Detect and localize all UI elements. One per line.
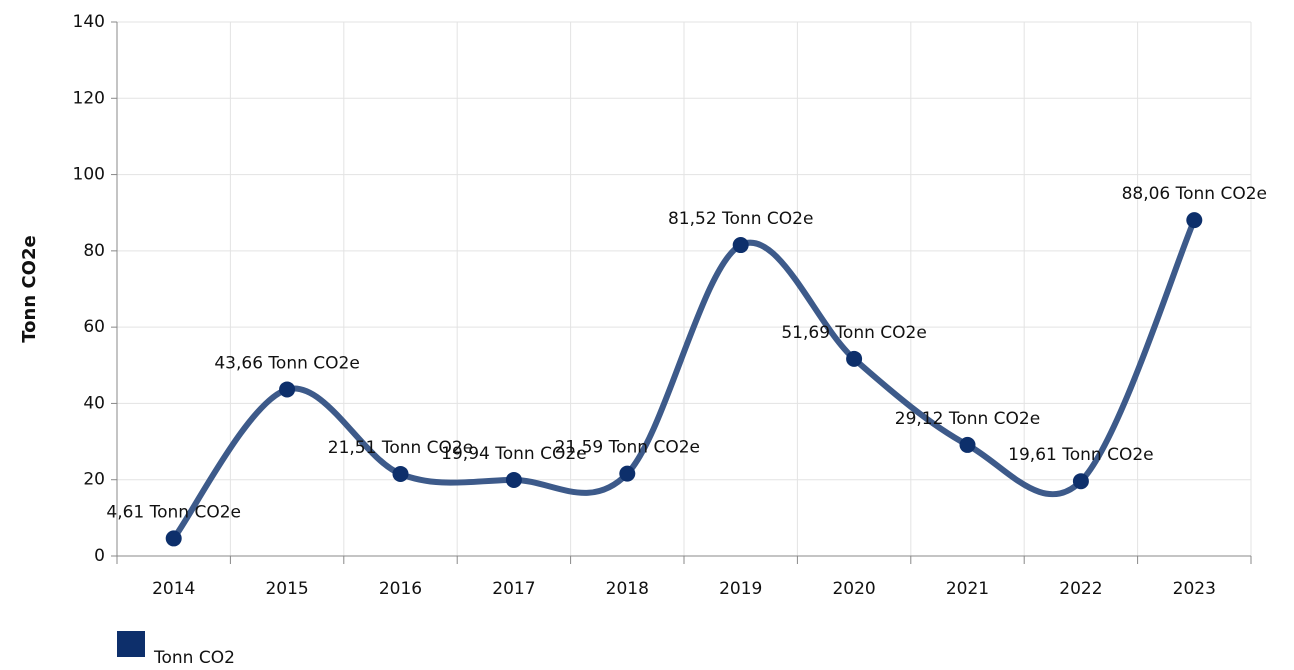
data-label: 19,94 Tonn CO2e (441, 444, 586, 464)
data-point (732, 237, 749, 254)
x-tick-label: 2021 (946, 579, 989, 599)
data-point (165, 530, 182, 547)
data-point (392, 465, 409, 482)
x-tick-label: 2015 (265, 579, 308, 599)
legend-swatch (117, 631, 145, 657)
data-label: 4,61 Tonn CO2e (106, 502, 241, 522)
x-tick-label: 2016 (379, 579, 422, 599)
x-tick-label: 2022 (1059, 579, 1102, 599)
x-tick-label: 2020 (832, 579, 875, 599)
data-point (1072, 473, 1089, 490)
y-tick-label: 0 (94, 546, 105, 566)
data-label: 51,69 Tonn CO2e (781, 323, 926, 343)
y-tick-label: 100 (73, 165, 105, 185)
x-tick-label: 2018 (606, 579, 649, 599)
x-tick-label: 2017 (492, 579, 535, 599)
y-tick-label: 60 (83, 317, 105, 337)
y-tick-label: 80 (83, 241, 105, 261)
x-tick-label: 2014 (152, 579, 195, 599)
data-label: 21,59 Tonn CO2e (555, 438, 700, 458)
data-point (959, 436, 976, 453)
data-point (619, 465, 636, 482)
data-label: 19,61 Tonn CO2e (1008, 445, 1153, 465)
y-axis-label: Tonn CO2e (19, 235, 40, 342)
x-tick-label: 2023 (1173, 579, 1216, 599)
data-label: 21,51 Tonn CO2e (328, 438, 473, 458)
data-point (505, 471, 522, 488)
data-point (846, 350, 863, 367)
x-tick-label: 2019 (719, 579, 762, 599)
legend-label: Tonn CO2 (153, 648, 235, 668)
y-tick-label: 40 (83, 393, 105, 413)
y-tick-label: 20 (83, 470, 105, 490)
data-label: 43,66 Tonn CO2e (214, 353, 359, 373)
y-tick-label: 140 (73, 12, 105, 32)
data-label: 88,06 Tonn CO2e (1122, 184, 1267, 204)
series-line (170, 217, 1198, 542)
data-label: 81,52 Tonn CO2e (668, 209, 813, 229)
y-tick-label: 120 (73, 88, 105, 108)
data-point (1186, 212, 1203, 229)
data-label: 29,12 Tonn CO2e (895, 409, 1040, 429)
data-point (279, 381, 296, 398)
